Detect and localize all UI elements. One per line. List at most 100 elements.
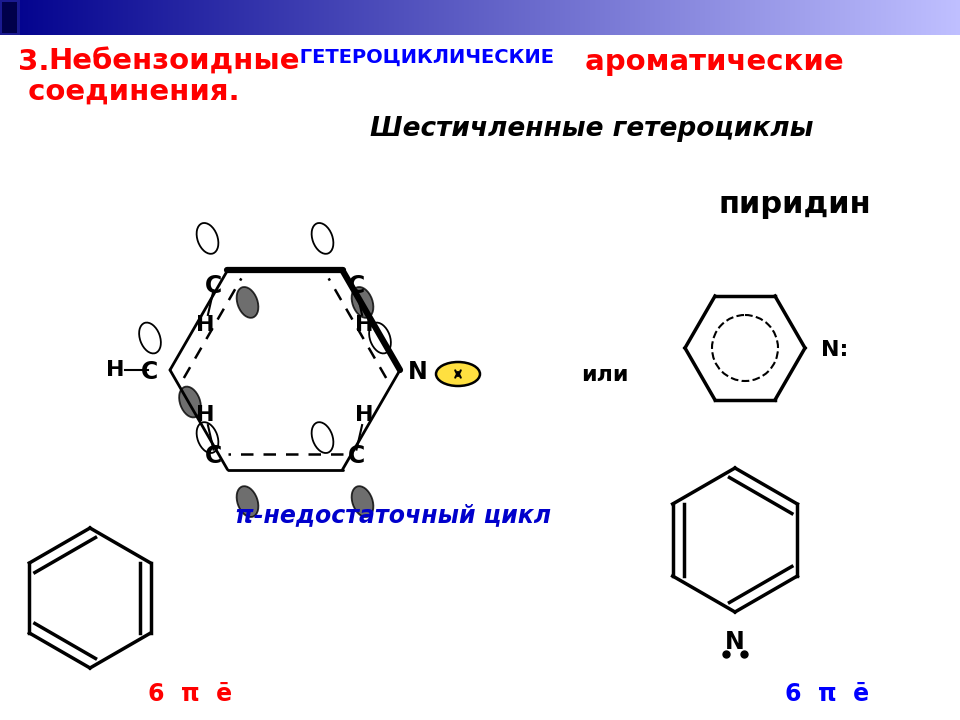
Bar: [94, 0, 95, 35]
Bar: [209, 0, 210, 35]
Bar: [701, 0, 702, 35]
Bar: [770, 0, 771, 35]
Bar: [413, 0, 414, 35]
Bar: [52, 0, 53, 35]
Bar: [589, 0, 590, 35]
Bar: [523, 0, 524, 35]
Bar: [627, 0, 628, 35]
Bar: [424, 0, 425, 35]
Bar: [650, 0, 651, 35]
Bar: [369, 0, 370, 35]
Bar: [739, 0, 740, 35]
Bar: [112, 0, 113, 35]
Bar: [367, 0, 368, 35]
Bar: [579, 0, 580, 35]
Bar: [204, 0, 205, 35]
Bar: [661, 0, 662, 35]
Bar: [581, 0, 582, 35]
Bar: [666, 0, 667, 35]
Bar: [307, 0, 308, 35]
Bar: [774, 0, 775, 35]
Bar: [510, 0, 511, 35]
Bar: [856, 0, 857, 35]
Bar: [611, 0, 612, 35]
Bar: [325, 0, 326, 35]
Bar: [86, 0, 87, 35]
Bar: [948, 0, 949, 35]
Bar: [43, 0, 44, 35]
Bar: [913, 0, 914, 35]
Bar: [632, 0, 633, 35]
Bar: [117, 0, 118, 35]
Bar: [562, 0, 563, 35]
Bar: [957, 0, 958, 35]
Bar: [496, 0, 497, 35]
Bar: [261, 0, 262, 35]
Bar: [346, 0, 347, 35]
Bar: [504, 0, 505, 35]
Bar: [807, 0, 808, 35]
Bar: [319, 0, 320, 35]
Bar: [586, 0, 587, 35]
Bar: [231, 0, 232, 35]
Bar: [590, 0, 591, 35]
Bar: [651, 0, 652, 35]
Bar: [22, 0, 23, 35]
Bar: [64, 0, 65, 35]
Bar: [565, 0, 566, 35]
Bar: [113, 0, 114, 35]
Bar: [803, 0, 804, 35]
Bar: [8, 0, 9, 35]
Bar: [410, 0, 411, 35]
Bar: [881, 0, 882, 35]
Bar: [514, 0, 515, 35]
Bar: [700, 0, 701, 35]
Bar: [29, 0, 30, 35]
Bar: [639, 0, 640, 35]
Bar: [874, 0, 875, 35]
Bar: [809, 0, 810, 35]
Bar: [812, 0, 813, 35]
Bar: [259, 0, 260, 35]
Bar: [857, 0, 858, 35]
Bar: [793, 0, 794, 35]
Bar: [224, 0, 225, 35]
Bar: [193, 0, 194, 35]
Bar: [546, 0, 547, 35]
Bar: [899, 0, 900, 35]
Bar: [455, 0, 456, 35]
Bar: [683, 0, 684, 35]
Bar: [489, 0, 490, 35]
Bar: [847, 0, 848, 35]
Bar: [14, 0, 15, 35]
Bar: [671, 0, 672, 35]
Bar: [910, 0, 911, 35]
Bar: [642, 0, 643, 35]
Bar: [761, 0, 762, 35]
Bar: [629, 0, 630, 35]
Bar: [309, 0, 310, 35]
Bar: [675, 0, 676, 35]
Bar: [917, 0, 918, 35]
Bar: [542, 0, 543, 35]
Bar: [682, 0, 683, 35]
Bar: [116, 0, 117, 35]
Bar: [62, 0, 63, 35]
Bar: [766, 0, 767, 35]
Bar: [170, 0, 171, 35]
Bar: [637, 0, 638, 35]
Bar: [147, 0, 148, 35]
Bar: [256, 0, 257, 35]
Bar: [862, 0, 863, 35]
Bar: [467, 0, 468, 35]
Bar: [681, 0, 682, 35]
Bar: [138, 0, 139, 35]
Bar: [464, 0, 465, 35]
Text: C: C: [348, 274, 365, 298]
Bar: [959, 0, 960, 35]
Bar: [620, 0, 621, 35]
Bar: [101, 0, 102, 35]
Text: C: C: [204, 274, 222, 298]
Bar: [839, 0, 840, 35]
Bar: [734, 0, 735, 35]
